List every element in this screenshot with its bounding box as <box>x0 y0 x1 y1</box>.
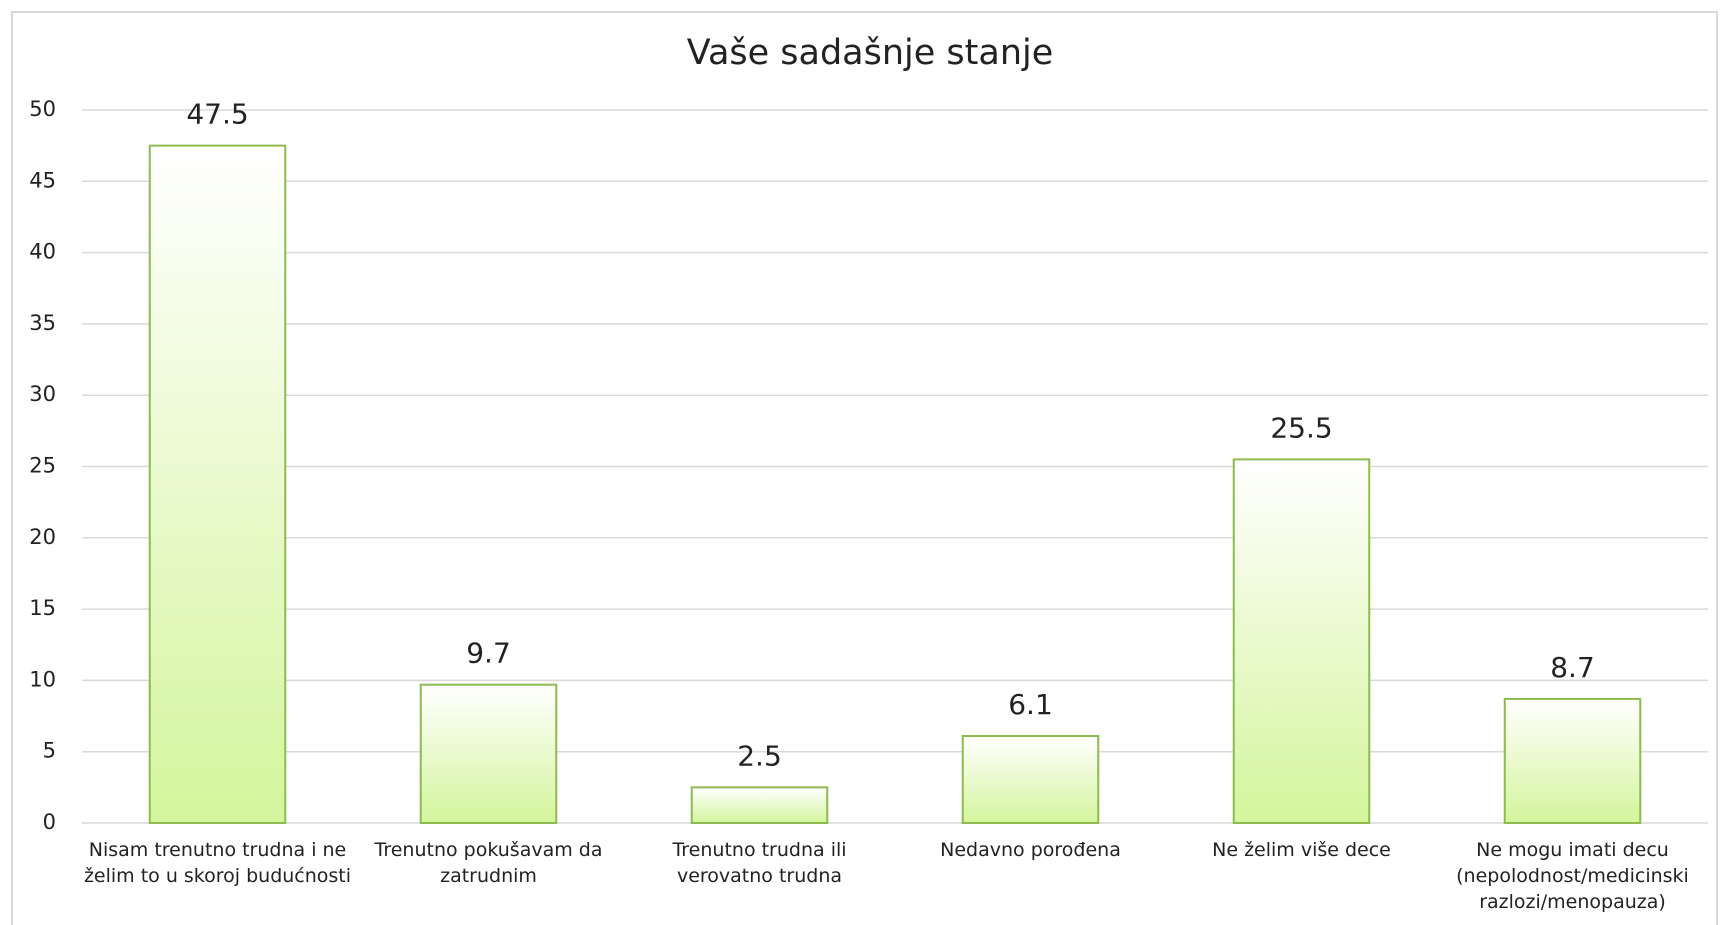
bar <box>1503 697 1642 824</box>
bar <box>1232 458 1371 824</box>
y-tick-label: 20 <box>29 525 56 549</box>
data-label: 8.7 <box>1550 651 1595 684</box>
x-tick-label: Ne želim više dece <box>1212 839 1391 861</box>
data-label: 47.5 <box>186 98 248 131</box>
y-tick-label: 10 <box>29 667 56 691</box>
y-tick-label: 30 <box>29 382 56 406</box>
y-tick-label: 40 <box>29 240 56 264</box>
bar <box>961 735 1100 824</box>
y-tick-label: 45 <box>29 168 56 192</box>
chart-border <box>11 11 1718 925</box>
x-tick-label: Trenutno trudna ili verovatno trudna <box>672 839 847 887</box>
data-label: 6.1 <box>1008 688 1053 721</box>
data-label: 25.5 <box>1270 411 1332 444</box>
y-tick-label: 25 <box>29 454 56 478</box>
bar <box>419 683 558 824</box>
bar <box>148 144 287 824</box>
x-tick-label: Nisam trenutno trudna i ne želim to u sk… <box>83 839 352 887</box>
x-tick-label: Nedavno porođena <box>940 839 1121 861</box>
data-label: 9.7 <box>466 637 511 670</box>
y-tick-label: 0 <box>43 810 56 834</box>
y-tick-label: 5 <box>43 739 56 763</box>
chart-title: Vaše sadašnje stanje <box>687 33 1054 73</box>
data-label: 2.5 <box>737 739 782 772</box>
y-tick-label: 15 <box>29 596 56 620</box>
bar <box>690 786 829 824</box>
y-tick-label: 35 <box>29 311 56 335</box>
y-tick-label: 50 <box>29 97 56 121</box>
x-tick-label: Ne mogu imati decu (nepolodnost/medicins… <box>1456 839 1689 913</box>
x-tick-label: Trenutno pokušavam da zatrudnim <box>374 839 603 887</box>
